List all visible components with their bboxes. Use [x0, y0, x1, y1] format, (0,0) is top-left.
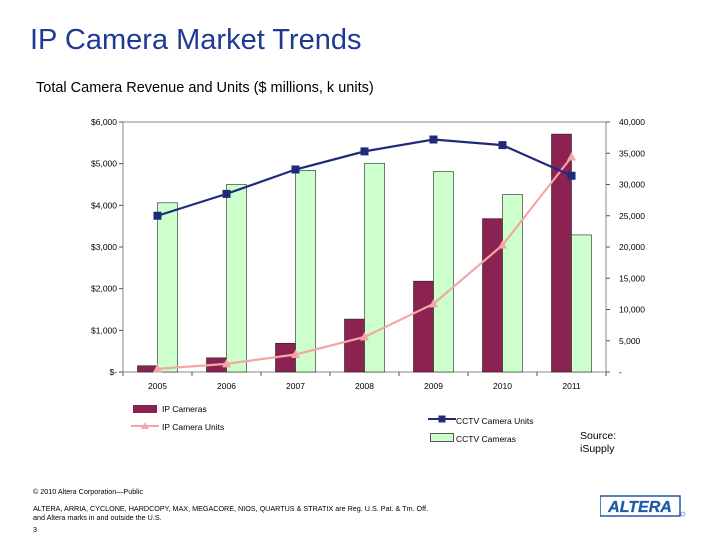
left-axis-label: $- [109, 367, 117, 377]
right-axis-label: 5,000 [619, 336, 641, 346]
point-cctv-camera-units-2010 [498, 141, 507, 150]
legend-swatch-ip-camera-units [131, 422, 159, 429]
legend-label-cctv-camera-units: CCTV Camera Units [456, 416, 534, 426]
left-axis-label: $4,000 [91, 200, 117, 210]
left-axis-label: $2,000 [91, 284, 117, 294]
x-axis-label: 2010 [493, 381, 512, 391]
point-ip-camera-units-2007 [291, 349, 300, 358]
right-axis-label: - [619, 367, 622, 377]
chart-subtitle: Total Camera Revenue and Units ($ millio… [36, 80, 374, 96]
legend-swatch-ip-cameras [133, 405, 157, 413]
x-axis-label: 2008 [355, 381, 374, 391]
point-ip-camera-units-2010 [498, 240, 507, 249]
bar-cctv-cameras-2009 [433, 171, 454, 373]
bar-ip-cameras-2010 [482, 218, 503, 373]
point-ip-camera-units-2008 [360, 332, 369, 341]
x-axis-label: 2006 [217, 381, 236, 391]
source-note: Source: iSupply [580, 430, 616, 456]
right-axis-label: 15,000 [619, 273, 645, 283]
trademark-line-2: and Altera marks in and outside the U.S. [33, 513, 162, 522]
bar-cctv-cameras-2010 [502, 194, 523, 373]
right-axis-label: 35,000 [619, 148, 645, 158]
x-axis-label: 2009 [424, 381, 443, 391]
bar-ip-cameras-2009 [413, 280, 434, 373]
left-axis-label: $3,000 [91, 242, 117, 252]
bar-ip-cameras-2008 [344, 318, 365, 373]
legend-swatch-cctv-cameras [430, 433, 454, 442]
point-ip-camera-units-2009 [429, 298, 438, 308]
left-axis-label: $5,000 [91, 159, 117, 169]
right-axis-label: 25,000 [619, 211, 645, 221]
legend-label-cctv-cameras: CCTV Cameras [456, 434, 516, 444]
bar-cctv-cameras-2006 [226, 184, 247, 373]
point-ip-camera-units-2011 [567, 152, 576, 161]
source-label: Source: [580, 430, 617, 442]
point-cctv-camera-units-2007 [291, 165, 300, 174]
altera-logo: ALTERA [600, 495, 686, 517]
altera-logo-text: ALTERA [607, 499, 672, 516]
point-cctv-camera-units-2006 [222, 189, 231, 198]
point-cctv-camera-units-2005 [153, 211, 162, 220]
left-axis-label: $6,000 [91, 117, 117, 127]
right-axis-label: 30,000 [619, 180, 645, 190]
bar-cctv-cameras-2007 [295, 170, 316, 373]
legend-label-ip-cameras: IP Cameras [162, 404, 207, 414]
right-axis-label: 10,000 [619, 305, 645, 315]
bar-cctv-cameras-2005 [157, 202, 178, 373]
x-axis-label: 2005 [148, 381, 167, 391]
right-axis-label: 20,000 [619, 242, 645, 252]
x-axis-label: 2007 [286, 381, 305, 391]
source-name: iSupply [580, 443, 615, 455]
point-ip-camera-units-2005 [153, 363, 162, 373]
left-axis-label: $1,000 [91, 325, 117, 335]
point-cctv-camera-units-2008 [360, 147, 369, 156]
x-axis-label: 2011 [562, 381, 581, 391]
page-title: IP Camera Market Trends [30, 24, 362, 56]
legend-label-ip-camera-units: IP Camera Units [162, 422, 225, 432]
bar-cctv-cameras-2008 [364, 162, 385, 373]
point-cctv-camera-units-2009 [429, 135, 438, 144]
right-axis-label: 40,000 [619, 117, 645, 127]
point-ip-camera-units-2006 [222, 358, 231, 368]
point-cctv-camera-units-2011 [567, 171, 576, 180]
trademark-line-1: ALTERA, ARRIA, CYCLONE, HARDCOPY, MAX, M… [33, 504, 429, 513]
bar-cctv-cameras-2011 [571, 234, 592, 373]
page-number: 3 [33, 525, 37, 534]
copyright: © 2010 Altera Corporation—Public [33, 487, 143, 496]
legend-swatch-cctv-camera-units [428, 415, 456, 423]
